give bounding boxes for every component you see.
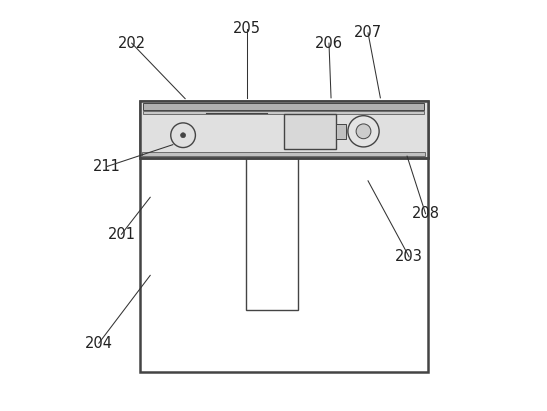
Text: 211: 211	[93, 159, 121, 174]
Bar	[246, 158, 298, 309]
Text: 208: 208	[411, 206, 440, 221]
Bar	[140, 101, 428, 158]
Circle shape	[356, 124, 371, 139]
Circle shape	[348, 116, 379, 147]
Text: 204: 204	[85, 336, 113, 351]
Bar	[284, 114, 335, 149]
Bar	[142, 152, 425, 156]
Bar	[140, 101, 428, 372]
Text: 202: 202	[118, 36, 146, 51]
Text: 206: 206	[315, 36, 343, 51]
Bar	[143, 111, 424, 114]
Text: 203: 203	[395, 249, 423, 264]
Bar	[335, 124, 346, 139]
Text: 207: 207	[354, 25, 382, 40]
Text: 205: 205	[233, 21, 261, 36]
Bar	[143, 103, 424, 110]
Text: 201: 201	[107, 227, 136, 242]
Circle shape	[181, 133, 185, 138]
